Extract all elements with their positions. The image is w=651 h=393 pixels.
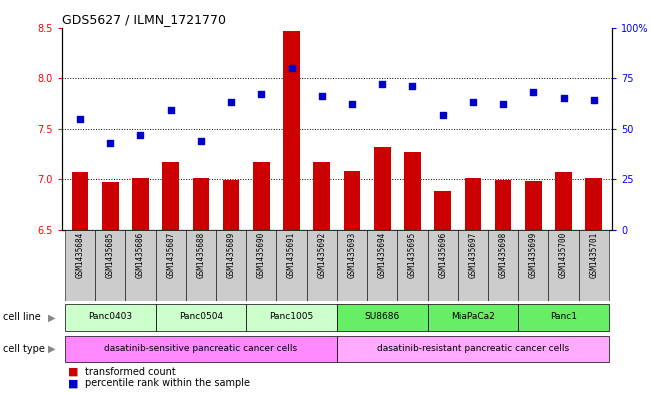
Text: GSM1435684: GSM1435684 — [76, 232, 85, 278]
Point — [377, 81, 387, 87]
Bar — [246, 304, 337, 331]
Bar — [518, 304, 609, 331]
Text: dasatinib-sensitive pancreatic cancer cells: dasatinib-sensitive pancreatic cancer ce… — [104, 344, 298, 353]
Text: dasatinib-resistant pancreatic cancer cells: dasatinib-resistant pancreatic cancer ce… — [377, 344, 569, 353]
Bar — [125, 230, 156, 301]
Bar — [374, 147, 391, 230]
Point — [467, 99, 478, 106]
Text: GSM1435687: GSM1435687 — [166, 232, 175, 278]
Point — [105, 140, 115, 146]
Text: cell line: cell line — [3, 312, 41, 322]
Text: percentile rank within the sample: percentile rank within the sample — [85, 378, 249, 388]
Bar — [337, 230, 367, 301]
Text: GSM1435691: GSM1435691 — [287, 232, 296, 278]
Text: GSM1435697: GSM1435697 — [469, 232, 477, 278]
Text: Panc0504: Panc0504 — [179, 312, 223, 321]
Bar — [156, 304, 246, 331]
Text: GSM1435701: GSM1435701 — [589, 232, 598, 278]
Point — [165, 107, 176, 114]
Point — [559, 95, 569, 101]
Text: GSM1435692: GSM1435692 — [317, 232, 326, 278]
Text: GSM1435686: GSM1435686 — [136, 232, 145, 278]
Bar — [344, 171, 360, 230]
Point — [498, 101, 508, 108]
Point — [256, 91, 266, 97]
Bar — [132, 178, 148, 230]
Bar — [458, 230, 488, 301]
Text: transformed count: transformed count — [85, 367, 175, 377]
Bar — [585, 178, 602, 230]
Text: GSM1435693: GSM1435693 — [348, 232, 357, 278]
Text: GSM1435690: GSM1435690 — [257, 232, 266, 278]
Text: GSM1435688: GSM1435688 — [197, 232, 205, 278]
Point — [286, 65, 297, 71]
Bar — [579, 230, 609, 301]
Point — [226, 99, 236, 106]
Point — [196, 138, 206, 144]
Bar — [253, 162, 270, 230]
Bar — [495, 180, 512, 230]
Bar — [518, 230, 548, 301]
Bar — [283, 31, 300, 230]
Text: ▶: ▶ — [48, 344, 55, 354]
Bar — [337, 304, 428, 331]
Bar — [525, 181, 542, 230]
Text: Panc0403: Panc0403 — [88, 312, 132, 321]
Bar — [277, 230, 307, 301]
Bar — [548, 230, 579, 301]
Bar — [65, 304, 156, 331]
Bar — [216, 230, 246, 301]
Bar — [246, 230, 277, 301]
Point — [437, 111, 448, 118]
Bar — [434, 191, 451, 230]
Text: GDS5627 / ILMN_1721770: GDS5627 / ILMN_1721770 — [62, 13, 226, 26]
Bar — [397, 230, 428, 301]
Bar — [156, 230, 186, 301]
Bar — [428, 230, 458, 301]
Point — [408, 83, 418, 89]
Bar — [102, 182, 118, 230]
Bar — [428, 304, 518, 331]
Text: GSM1435700: GSM1435700 — [559, 232, 568, 278]
Bar — [465, 178, 481, 230]
Bar — [186, 230, 216, 301]
Text: GSM1435685: GSM1435685 — [105, 232, 115, 278]
Text: cell type: cell type — [3, 344, 45, 354]
Point — [589, 97, 599, 103]
Bar — [162, 162, 179, 230]
Text: GSM1435689: GSM1435689 — [227, 232, 236, 278]
Bar — [555, 172, 572, 230]
Point — [135, 132, 146, 138]
Point — [316, 93, 327, 99]
Text: ■: ■ — [68, 378, 79, 388]
Text: GSM1435696: GSM1435696 — [438, 232, 447, 278]
Bar — [367, 230, 397, 301]
Text: GSM1435699: GSM1435699 — [529, 232, 538, 278]
Bar — [223, 180, 240, 230]
Text: ■: ■ — [68, 367, 79, 377]
Bar — [404, 152, 421, 230]
Text: ▶: ▶ — [48, 312, 55, 322]
Text: GSM1435695: GSM1435695 — [408, 232, 417, 278]
Bar — [65, 336, 337, 362]
Text: Panc1005: Panc1005 — [270, 312, 314, 321]
Point — [528, 89, 538, 95]
Bar — [314, 162, 330, 230]
Bar — [337, 336, 609, 362]
Point — [347, 101, 357, 108]
Text: GSM1435698: GSM1435698 — [499, 232, 508, 278]
Bar — [488, 230, 518, 301]
Point — [75, 116, 85, 122]
Text: SU8686: SU8686 — [365, 312, 400, 321]
Bar — [193, 178, 209, 230]
Bar — [95, 230, 125, 301]
Bar — [72, 172, 89, 230]
Text: GSM1435694: GSM1435694 — [378, 232, 387, 278]
Text: Panc1: Panc1 — [550, 312, 577, 321]
Text: MiaPaCa2: MiaPaCa2 — [451, 312, 495, 321]
Bar — [65, 230, 95, 301]
Bar — [307, 230, 337, 301]
